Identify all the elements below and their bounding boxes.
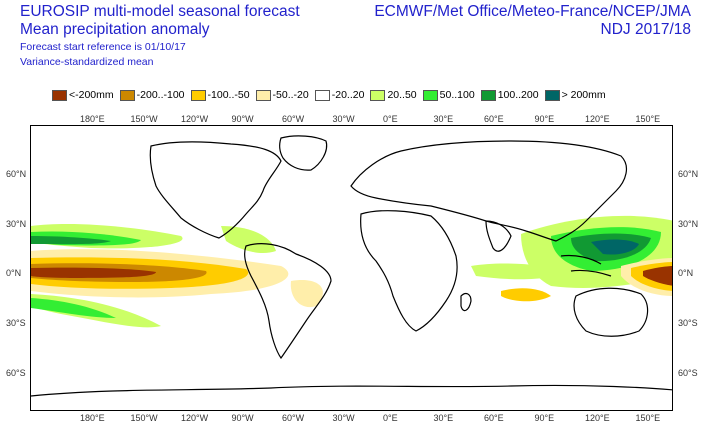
legend-swatch	[370, 89, 386, 101]
longitude-label: 150°W	[130, 413, 158, 423]
longitude-label: 60°E	[484, 114, 504, 124]
latitude-label: 0°N	[6, 268, 22, 278]
longitude-label: 90°W	[231, 114, 254, 124]
longitude-label: 150°W	[130, 114, 158, 124]
longitude-label: 90°W	[231, 413, 254, 423]
legend-label: -20..20	[331, 89, 365, 101]
legend-label: 20..50	[387, 89, 417, 101]
legend-label: > 200mm	[561, 89, 606, 101]
legend-label: -200..-100	[136, 89, 185, 101]
legend-item: 50..100	[422, 89, 475, 101]
coast-greenland	[279, 135, 328, 171]
legend-item: -100..-50	[190, 89, 250, 101]
legend-item: > 200mm	[544, 89, 606, 101]
anomaly-indian-dry	[501, 288, 551, 302]
legend-swatch	[52, 89, 67, 101]
anomaly-itcz-wet-3	[31, 236, 111, 245]
longitude-label: 180°E	[80, 114, 105, 124]
coast-europe-asia	[350, 140, 628, 242]
longitude-label: 180°E	[80, 413, 105, 423]
legend-label: 100..200	[497, 89, 539, 101]
coast-north-america	[149, 141, 282, 239]
coast-antarctica	[31, 384, 672, 397]
forecast-period: NDJ 2017/18	[600, 21, 691, 38]
longitude-label: 60°E	[484, 413, 504, 423]
anomaly-east-dry-3	[643, 266, 672, 286]
longitude-label: 120°W	[181, 413, 209, 423]
legend-item: -50..-20	[255, 89, 309, 101]
longitude-label: 150°E	[635, 413, 661, 423]
latitude-label: 60°N	[678, 169, 699, 179]
longitude-label: 120°E	[585, 413, 610, 423]
anomaly-pacific-dry-4	[31, 267, 156, 278]
title-line-2: Mean precipitation anomaly	[20, 21, 210, 38]
legend-label: 50..100	[439, 89, 475, 101]
coast-australia	[573, 287, 649, 337]
legend-item: 100..200	[480, 89, 539, 101]
longitude-label: 60°W	[282, 114, 305, 124]
anomaly-brazil-dry	[290, 280, 323, 308]
legend-item: -200..-100	[119, 89, 185, 101]
title-line-1: EUROSIP multi-model seasonal forecast	[20, 3, 300, 20]
legend-swatch	[255, 89, 271, 101]
latitude-label: 30°N	[6, 219, 27, 229]
subtitle-start-reference: Forecast start reference is 01/10/17	[20, 41, 186, 53]
legend-item: <-200mm	[52, 89, 114, 101]
legend-swatch	[480, 89, 496, 101]
latitude-label: 60°S	[6, 368, 26, 378]
latitude-label: 30°S	[6, 318, 26, 328]
anomaly-wpac-wet-4	[591, 239, 639, 255]
coastlines	[31, 135, 672, 397]
legend-label: -100..-50	[207, 89, 250, 101]
legend-swatch	[422, 89, 438, 101]
legend-label: -50..-20	[272, 89, 309, 101]
coast-africa	[360, 210, 458, 332]
map-svg	[31, 135, 672, 397]
latitude-label: 60°N	[6, 169, 27, 179]
legend-swatch	[190, 89, 206, 101]
longitude-label: 30°W	[332, 114, 355, 124]
longitude-label: 90°E	[534, 413, 555, 423]
anomaly-indian-wet	[471, 263, 571, 280]
legend-label: <-200mm	[69, 89, 114, 101]
legend-swatch	[314, 89, 330, 101]
longitude-label: 0°E	[383, 114, 398, 124]
coast-south-america	[244, 243, 332, 360]
latitude-label: 30°N	[678, 219, 699, 229]
longitude-label: 120°W	[181, 114, 209, 124]
latitude-label: 0°N	[678, 268, 694, 278]
latitude-label: 60°S	[678, 368, 698, 378]
source-centres: ECMWF/Met Office/Meteo-France/NCEP/JMA	[374, 3, 691, 20]
longitude-label: 30°W	[332, 413, 355, 423]
longitude-label: 60°W	[282, 413, 305, 423]
longitude-label: 30°E	[433, 413, 454, 423]
anomaly-caribbean-wet	[221, 226, 276, 253]
latitude-label: 30°S	[678, 318, 698, 328]
legend-item: 20..50	[370, 89, 417, 101]
longitude-label: 30°E	[433, 114, 454, 124]
legend-swatch	[119, 89, 135, 101]
longitude-label: 150°E	[635, 114, 661, 124]
legend-item: -20..20	[314, 89, 365, 101]
subtitle-method: Variance-standardized mean	[20, 56, 154, 68]
anomaly-spcz-wet-inner	[31, 298, 116, 318]
precipitation-map	[30, 125, 673, 411]
longitude-label: 90°E	[534, 114, 555, 124]
coast-india	[485, 220, 512, 252]
longitude-label: 0°E	[383, 413, 398, 423]
anomaly-fields	[31, 215, 672, 328]
coast-maritime-continent	[560, 254, 612, 277]
color-legend: <-200mm -200..-100 -100..-50 -50..-20 -20..2…	[52, 88, 612, 102]
coast-madagascar	[460, 292, 472, 312]
longitude-label: 120°E	[585, 114, 610, 124]
legend-swatch	[544, 89, 560, 101]
